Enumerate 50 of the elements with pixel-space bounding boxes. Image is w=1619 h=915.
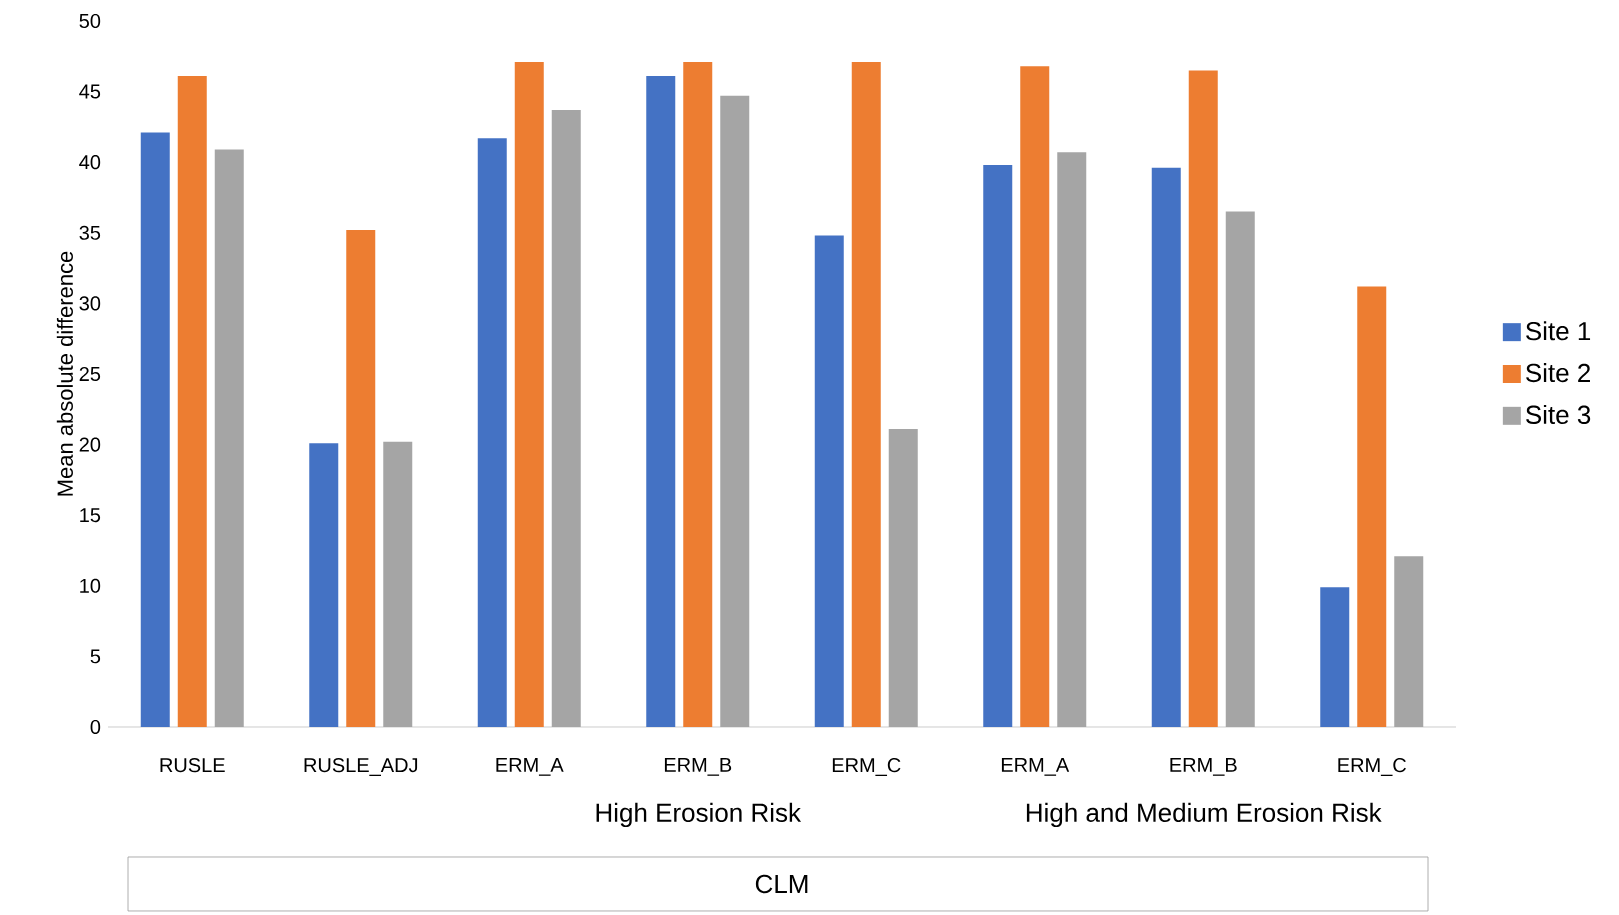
- y-tick-label: 0: [90, 719, 101, 735]
- y-tick-label: 50: [79, 13, 101, 29]
- bar: [551, 109, 581, 727]
- bar: [514, 61, 544, 727]
- y-axis-title: Mean absolute difference: [56, 251, 73, 496]
- y-tick-label: 10: [80, 578, 101, 593]
- legend-label: Site 3: [1526, 404, 1591, 424]
- bar: [177, 76, 207, 727]
- y-tick-label: 30: [79, 296, 101, 311]
- bar: [683, 61, 713, 727]
- bar: [888, 429, 918, 727]
- text: CLM: [755, 874, 808, 894]
- x-tick-label: ERM_A: [496, 758, 564, 776]
- text: High Erosion Risk: [596, 802, 802, 828]
- x-tick-label: ERM_B: [664, 758, 732, 776]
- x-tick-label: ERM_C: [832, 758, 901, 776]
- x-tick-label: RUSLE: [160, 758, 225, 773]
- y-tick-label: 15: [80, 508, 101, 523]
- legend-label: Site 1: [1526, 321, 1591, 341]
- bar: [720, 95, 750, 727]
- bar: [1188, 70, 1218, 727]
- legend-label: Site 2: [1526, 363, 1590, 383]
- y-tick-label: 40: [79, 155, 101, 170]
- bar: [1357, 286, 1387, 727]
- x-tick-label: ERM_C: [1338, 758, 1406, 776]
- bar: [1394, 556, 1424, 727]
- text: High and Medium Erosion Risk: [1026, 802, 1382, 828]
- bar: [1320, 587, 1350, 727]
- bar: [646, 76, 676, 727]
- bar: [983, 165, 1013, 727]
- bar: [214, 149, 244, 727]
- x-tick-label: ERM_B: [1170, 758, 1237, 776]
- bar: [1225, 211, 1255, 727]
- bar: [851, 61, 881, 727]
- y-tick-label: 25: [79, 366, 101, 382]
- y-tick-label: 5: [90, 649, 101, 664]
- bar: [309, 443, 339, 727]
- bar: [1057, 152, 1087, 727]
- bar: [477, 138, 507, 727]
- bar: [814, 235, 844, 727]
- bar: [383, 441, 413, 727]
- x-tick-label: ERM_A: [1001, 758, 1070, 776]
- x-tick-label: RUSLE_ADJ: [304, 758, 418, 776]
- y-tick-label: 45: [79, 84, 101, 99]
- bar: [140, 132, 170, 727]
- bar: [346, 229, 376, 727]
- y-tick-label: 20: [79, 437, 101, 452]
- y-tick-label: 35: [79, 225, 101, 240]
- bar: [1151, 167, 1181, 727]
- bar: [1020, 66, 1050, 727]
